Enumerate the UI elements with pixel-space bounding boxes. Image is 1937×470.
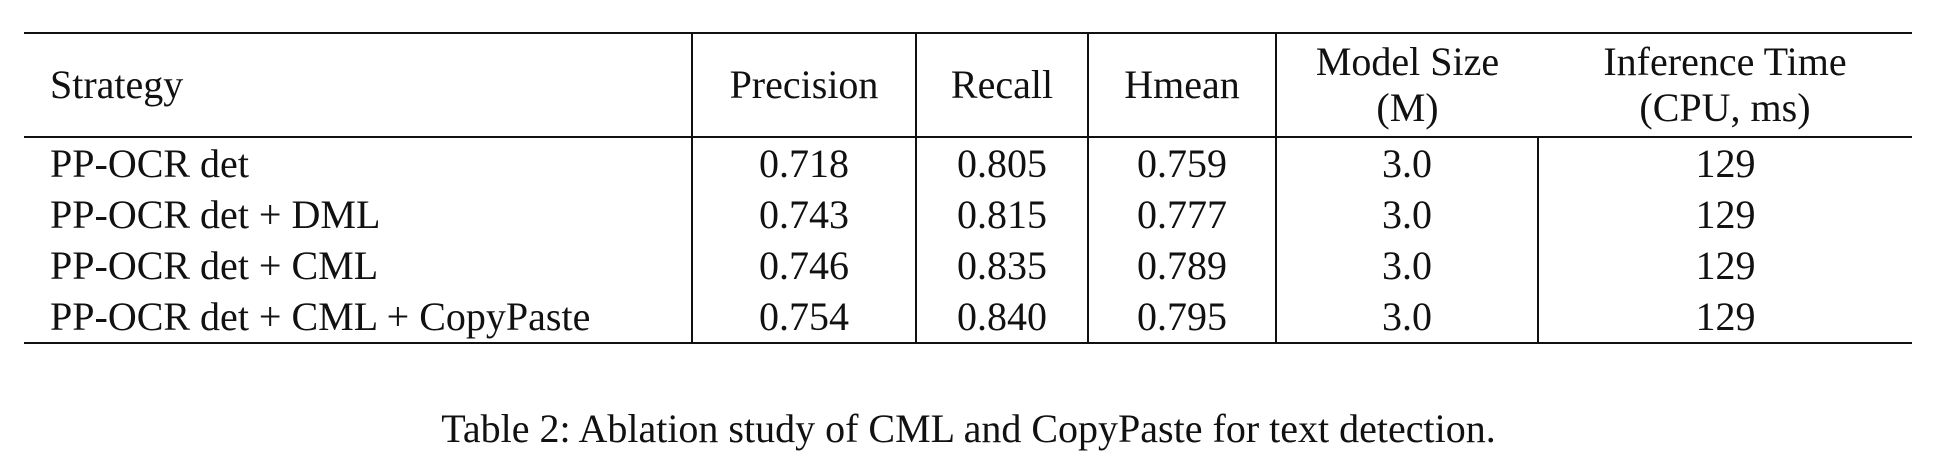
cell-recall: 0.840	[915, 291, 1088, 343]
cell-inference-time: 129	[1537, 291, 1912, 343]
cell-inference-time: 129	[1537, 189, 1912, 240]
cell-model-size: 3.0	[1275, 189, 1538, 240]
cell-strategy: PP-OCR det + DML	[50, 191, 381, 237]
header-precision: Precision	[691, 33, 916, 138]
header-inference-time-line1: Inference Time	[1603, 39, 1847, 84]
cell-model-size: 3.0	[1275, 291, 1538, 343]
cell-precision: 0.743	[691, 189, 916, 240]
header-model-size-line1: Model Size	[1315, 39, 1500, 84]
cell-recall: 0.805	[915, 137, 1088, 189]
header-model-size: Model Size (M)	[1275, 33, 1538, 138]
cell-inference-time: 129	[1537, 137, 1912, 189]
cell-recall: 0.835	[915, 240, 1088, 291]
header-inference-time-line2: (CPU, ms)	[1639, 85, 1811, 130]
table-row: PP-OCR det 0.718 0.805 0.759 3.0 129	[24, 137, 1912, 189]
table-row: PP-OCR det + DML 0.743 0.815 0.777 3.0 1…	[24, 189, 1912, 240]
table-caption: Table 2: Ablation study of CML and CopyP…	[441, 406, 1496, 451]
cell-precision: 0.746	[691, 240, 916, 291]
cell-precision: 0.754	[691, 291, 916, 343]
cell-strategy: PP-OCR det	[50, 140, 249, 186]
ablation-table-container: Strategy Precision Recall Hmean Model Si…	[24, 32, 1912, 344]
table-row: PP-OCR det + CML + CopyPaste 0.754 0.840…	[24, 291, 1912, 343]
header-recall: Recall	[915, 33, 1088, 138]
cell-hmean: 0.777	[1087, 189, 1276, 240]
cell-strategy: PP-OCR det + CML	[50, 242, 379, 288]
cell-model-size: 3.0	[1275, 240, 1538, 291]
table-row: PP-OCR det + CML 0.746 0.835 0.789 3.0 1…	[24, 240, 1912, 291]
cell-inference-time: 129	[1537, 240, 1912, 291]
cell-hmean: 0.759	[1087, 137, 1276, 189]
cell-strategy: PP-OCR det + CML + CopyPaste	[50, 293, 591, 339]
cell-hmean: 0.795	[1087, 291, 1276, 343]
header-inference-time: Inference Time (CPU, ms)	[1538, 33, 1912, 138]
cell-model-size: 3.0	[1275, 137, 1538, 189]
header-strategy: Strategy	[24, 33, 692, 138]
ablation-table: Strategy Precision Recall Hmean Model Si…	[24, 32, 1912, 344]
cell-hmean: 0.789	[1087, 240, 1276, 291]
cell-recall: 0.815	[915, 189, 1088, 240]
header-model-size-line2: (M)	[1376, 85, 1439, 130]
header-hmean: Hmean	[1087, 33, 1276, 138]
cell-precision: 0.718	[691, 137, 916, 189]
table-header-row: Strategy Precision Recall Hmean Model Si…	[24, 33, 1912, 138]
